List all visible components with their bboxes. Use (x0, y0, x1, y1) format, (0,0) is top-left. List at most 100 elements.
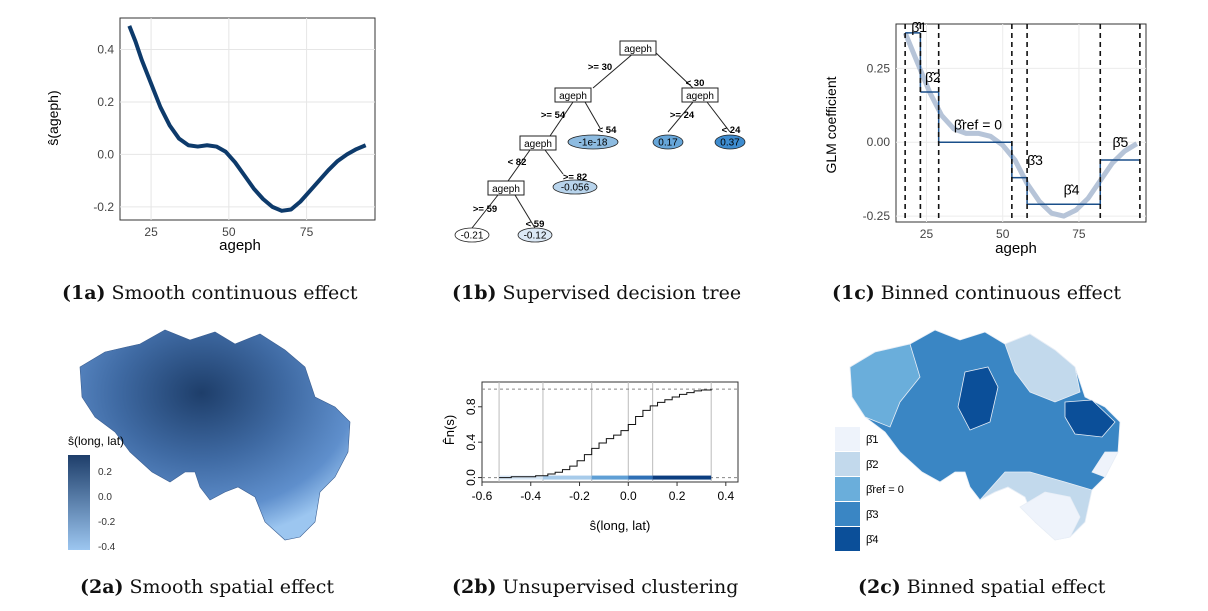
chart-2b: F̂n(s) -0.6 -0.4 -0.2 0.0 0.2 0.4 0.0 0.4 0.8 ŝ(… (442, 381, 739, 533)
y-tick-label: 0.4 (464, 434, 478, 451)
tree-leaf-label: -0.12 (524, 231, 547, 242)
chart-1c-xlabel: ageph (995, 240, 1037, 257)
map-2c-legend: β̂1 β̂2 β̂ref = 0 β̂3 β̂4 (835, 427, 904, 551)
x-tick-label: 25 (144, 225, 158, 239)
x-tick-label: 25 (920, 227, 934, 241)
legend-label: β̂ref = 0 (866, 484, 904, 496)
x-tick-label: 50 (996, 227, 1010, 241)
cluster-band (591, 475, 629, 480)
chart-1a-xlabel: ageph (219, 237, 261, 254)
tree-leaf-label: 0.37 (720, 138, 740, 149)
cluster-band (542, 475, 592, 480)
tree-leaf (552, 179, 598, 195)
legend-label: β̂1 (866, 434, 878, 446)
caption-1b: (1b) Supervised decision tree (452, 282, 742, 304)
tree-node: ageph (559, 91, 587, 102)
edge-label: >= 54 (541, 110, 566, 121)
legend-label: β̂2 (866, 459, 878, 471)
cluster-band (499, 475, 543, 480)
tree-leaf-label: -0.21 (461, 231, 484, 242)
edge-label: < 54 (598, 125, 617, 136)
tree-leaf (652, 134, 684, 150)
chart-2c: β̂1 β̂2 β̂ref = 0 β̂3 β̂4 (835, 329, 1121, 551)
plot-frame (119, 17, 376, 221)
region-center-dark (957, 366, 999, 431)
legend-label: β̂3 (866, 509, 878, 521)
y-tick-label: 0.0 (97, 147, 114, 161)
bin-label: β̂1 (911, 19, 927, 35)
y-tick-label: 0.4 (97, 42, 114, 56)
bin-label: β̂5 (1112, 134, 1128, 150)
bin-label: β̂2 (925, 69, 941, 85)
legend-label: β̂4 (866, 534, 878, 546)
tree-leaf (714, 134, 746, 150)
y-tick-label: 0.00 (867, 135, 891, 149)
caption-1c: (1c) Binned continuous effect (832, 282, 1121, 304)
ecdf-line (499, 389, 712, 479)
chart-1c-plot: 25 50 75 0.25 0.00 -0.25 β̂1 β̂2 β̂ref = 0 β̂3 β̂4… (863, 19, 1147, 241)
y-tick-label: 0.8 (464, 398, 478, 415)
edge-label: >= 59 (473, 204, 497, 215)
chart-2a: ŝ(long, lat) 0.2 0.0 -0.2 -0.4 (68, 329, 351, 553)
edge-label: < 59 (526, 219, 545, 230)
tree-leaf (454, 227, 490, 243)
legend-tick: 0.2 (98, 467, 112, 478)
x-tick-label: 75 (300, 225, 314, 239)
map-2a-legend-title: ŝ(long, lat) (68, 434, 124, 448)
caption-1a: (1a) Smooth continuous effect (62, 282, 358, 304)
bin-label: β̂3 (1027, 152, 1043, 168)
legend-swatch (835, 477, 860, 501)
chart-1c-ylabel: GLM coefficient (823, 76, 839, 173)
x-tick-label: 0.0 (620, 489, 637, 503)
tree-edge-labels: >= 30 < 30 >= 54 < 54 >= 24 < 24 < 82 >=… (473, 62, 741, 230)
caption-2c: (2c) Binned spatial effect (858, 576, 1106, 598)
edge-label: >= 82 (563, 172, 587, 183)
y-tick-label: 0.0 (464, 469, 478, 486)
bin-label: β̂4 (1064, 181, 1080, 197)
tree-edges (471, 51, 731, 229)
chart-1a-plot: 25 50 75 0.4 0.2 0.0 -0.2 (93, 17, 376, 239)
chart-2b-ylabel: F̂n(s) (442, 415, 457, 445)
x-tick-label: 0.2 (669, 489, 686, 503)
chart-1c: GLM coefficient 25 50 75 0.25 0.00 -0.25 β̂1 β̂… (823, 19, 1147, 257)
tree-node: ageph (686, 91, 714, 102)
tree-leaf-label: 0.17 (658, 138, 678, 149)
y-tick-label: 0.25 (867, 61, 891, 75)
cluster-band (652, 475, 712, 480)
edge-label: >= 24 (670, 110, 695, 121)
region-east-dark (1064, 399, 1116, 438)
legend-swatch (835, 452, 860, 476)
belgium-map (79, 329, 351, 541)
legend-tick: 0.0 (98, 492, 112, 503)
plot-frame (481, 381, 739, 483)
edge-label: < 24 (722, 125, 741, 136)
plot-frame (895, 23, 1147, 223)
tree-leaves: -0.21 -0.12 -0.056 -1e-18 0.17 0.37 (454, 134, 746, 243)
tree-leaf (517, 227, 553, 243)
legend-swatch (835, 427, 860, 451)
chart-1a: ŝ(ageph) 25 50 75 0.4 0.2 0.0 -0.2 ageph (45, 17, 376, 254)
y-tick-label: -0.25 (863, 209, 891, 223)
x-tick-label: 0.4 (717, 489, 734, 503)
chart-2b-plot: -0.6 -0.4 -0.2 0.0 0.2 0.4 0.0 0.4 0.8 (464, 381, 739, 503)
tree-leaf-label: -1e-18 (579, 138, 608, 149)
legend-swatch (835, 502, 860, 526)
legend-tick: -0.4 (98, 542, 116, 553)
tree-node: ageph (624, 44, 652, 55)
tree-node: ageph (492, 184, 520, 195)
chart-1b: >= 30 < 30 >= 54 < 54 >= 24 < 24 < 82 >=… (454, 40, 746, 243)
region-east-pale (1091, 451, 1119, 478)
x-tick-label: -0.2 (569, 489, 590, 503)
y-tick-label: -0.2 (93, 200, 114, 214)
map-2a-legend-bar (68, 455, 90, 550)
y-tick-label: 0.2 (97, 95, 114, 109)
tree-split-nodes: ageph ageph ageph ageph ageph (487, 40, 719, 196)
chart-1a-ylabel: ŝ(ageph) (45, 90, 61, 145)
x-tick-label: 50 (222, 225, 236, 239)
chart-2b-xlabel: ŝ(long, lat) (590, 518, 651, 533)
series-line (127, 25, 367, 213)
smooth-line (902, 31, 1139, 219)
x-tick-label: 75 (1072, 227, 1086, 241)
caption-2a: (2a) Smooth spatial effect (80, 576, 334, 598)
edge-label: < 30 (686, 78, 705, 89)
